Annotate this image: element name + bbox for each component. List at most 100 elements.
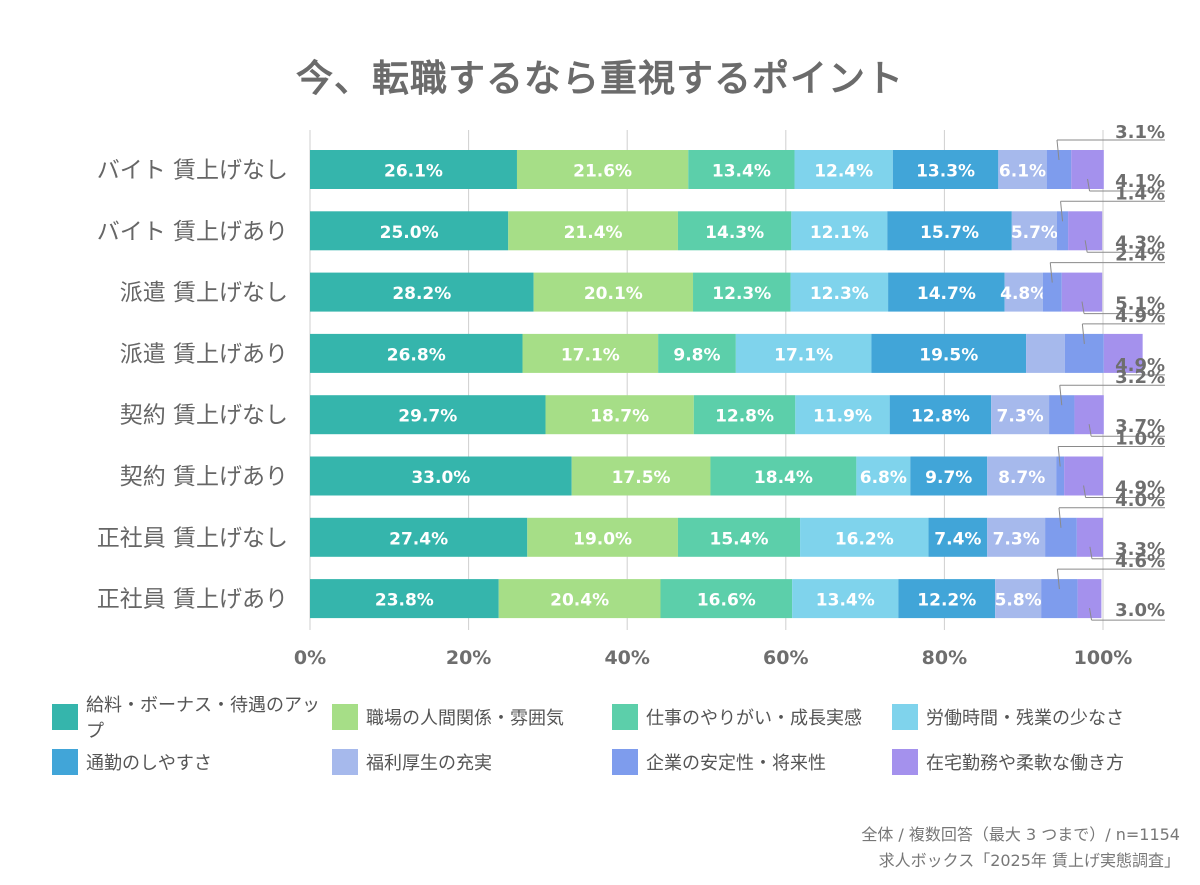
data-label: 12.2% <box>917 591 976 611</box>
bar-segment <box>928 517 988 557</box>
callout-label: 4.9% <box>1115 306 1165 327</box>
bar-segment <box>871 333 1027 373</box>
callout-label: 3.3% <box>1115 539 1165 560</box>
legend-swatch <box>52 704 78 730</box>
data-label: 27.4% <box>389 529 448 549</box>
data-label: 19.0% <box>573 529 632 549</box>
callout-leader <box>1089 608 1093 621</box>
data-label: 13.3% <box>916 162 975 182</box>
x-tick-label: 20% <box>446 647 491 669</box>
callout-leader <box>1049 262 1053 283</box>
bar-segment <box>794 150 893 189</box>
data-label: 17.5% <box>612 468 671 488</box>
legend-item: 仕事のやりがい・成長実感 <box>612 704 892 730</box>
data-label: 12.3% <box>712 284 771 304</box>
callout-label: 4.3% <box>1115 232 1165 253</box>
data-label: 8.7% <box>998 468 1045 488</box>
bar-segment <box>898 579 996 619</box>
data-label: 29.7% <box>398 407 457 427</box>
bar-segment <box>1061 272 1103 312</box>
category-label: 派遣 賃上げあり <box>120 341 288 367</box>
bar-segment <box>508 211 678 251</box>
callout-leader <box>1060 201 1064 222</box>
data-label: 18.7% <box>590 407 649 427</box>
bar-segment <box>310 272 534 312</box>
legend-item: 在宅勤務や柔軟な働き方 <box>892 749 1162 775</box>
bar-segment <box>991 395 1050 435</box>
data-label: 15.4% <box>710 529 769 549</box>
bar-segment <box>1077 579 1102 619</box>
data-label: 14.3% <box>705 223 764 243</box>
bar-segment <box>522 333 659 373</box>
bar-segment <box>693 272 791 312</box>
data-label: 12.4% <box>814 162 873 182</box>
data-label: 17.1% <box>774 345 833 365</box>
callout-leader <box>1088 424 1092 437</box>
bar-segment <box>1076 517 1103 557</box>
callout-label: 2.4% <box>1115 245 1165 266</box>
bar-segment <box>677 517 801 557</box>
bar-segment <box>856 456 911 496</box>
bar-segment <box>710 456 857 496</box>
data-label: 16.6% <box>697 591 756 611</box>
callout-leader <box>1058 507 1062 528</box>
callout-leader <box>1081 323 1085 344</box>
category-label: 派遣 賃上げなし <box>120 280 288 306</box>
data-label: 17.1% <box>561 345 620 365</box>
category-label: 契約 賃上げあり <box>120 464 288 490</box>
bar-segment <box>889 395 992 435</box>
legend-swatch <box>892 749 918 775</box>
data-label: 25.0% <box>380 223 439 243</box>
data-label: 4.8% <box>1000 284 1047 304</box>
data-label: 26.1% <box>384 162 443 182</box>
legend-item: 労働時間・残業の少なさ <box>892 704 1162 730</box>
bar-segment <box>571 456 711 496</box>
data-label: 21.6% <box>573 162 632 182</box>
bar-segment <box>1026 333 1065 373</box>
callout-label: 4.9% <box>1115 478 1165 499</box>
data-label: 26.8% <box>387 345 446 365</box>
bar-segment <box>1074 395 1104 435</box>
legend-label: 職場の人間関係・雰囲気 <box>366 708 564 729</box>
data-label: 16.2% <box>835 529 894 549</box>
callout-leader <box>1059 385 1063 406</box>
bar-segment <box>693 395 796 435</box>
data-label: 6.8% <box>860 468 907 488</box>
legend-item: 福利厚生の充実 <box>332 749 612 775</box>
data-label: 20.1% <box>584 284 643 304</box>
callout-label: 3.1% <box>1115 122 1165 143</box>
category-label: 正社員 賃上げなし <box>97 525 288 551</box>
category-label: 正社員 賃上げあり <box>97 587 288 613</box>
x-tick-label: 100% <box>1074 647 1133 669</box>
legend-item: 通勤のしやすさ <box>52 749 332 775</box>
bar-segment <box>1071 150 1104 189</box>
legend-swatch <box>332 749 358 775</box>
callout-label: 3.2% <box>1115 367 1165 388</box>
data-label: 18.4% <box>754 468 813 488</box>
legend-label: 在宅勤務や柔軟な働き方 <box>926 753 1124 774</box>
x-tick-label: 0% <box>294 647 326 669</box>
data-label: 15.7% <box>920 223 979 243</box>
legend: 給料・ボーナス・待遇のアップ 職場の人間関係・雰囲気 仕事のやりがい・成長実感 労働時… <box>52 695 1162 775</box>
callout-label: 4.9% <box>1115 355 1165 376</box>
legend-item: 給料・ボーナス・待遇のアップ <box>52 695 332 742</box>
data-label: 23.8% <box>375 591 434 611</box>
legend-swatch <box>332 704 358 730</box>
bar-segment <box>1004 272 1043 312</box>
data-label: 9.7% <box>925 468 972 488</box>
bar-segment <box>795 395 890 435</box>
bar-segment <box>1064 456 1103 496</box>
bar-segment <box>310 456 572 496</box>
bar-segment <box>310 150 517 189</box>
bar-segment <box>790 272 889 312</box>
callout-leader <box>1056 139 1060 161</box>
legend-label: 労働時間・残業の少なさ <box>926 708 1124 729</box>
legend-label: 企業の安定性・将来性 <box>646 753 826 774</box>
category-label: 契約 賃上げなし <box>120 403 288 429</box>
bar-segment <box>892 150 999 189</box>
legend-label: 通勤のしやすさ <box>86 753 212 774</box>
callout-leader <box>1122 362 1126 375</box>
bar-segment <box>660 579 793 619</box>
bar-segment <box>1042 272 1062 312</box>
